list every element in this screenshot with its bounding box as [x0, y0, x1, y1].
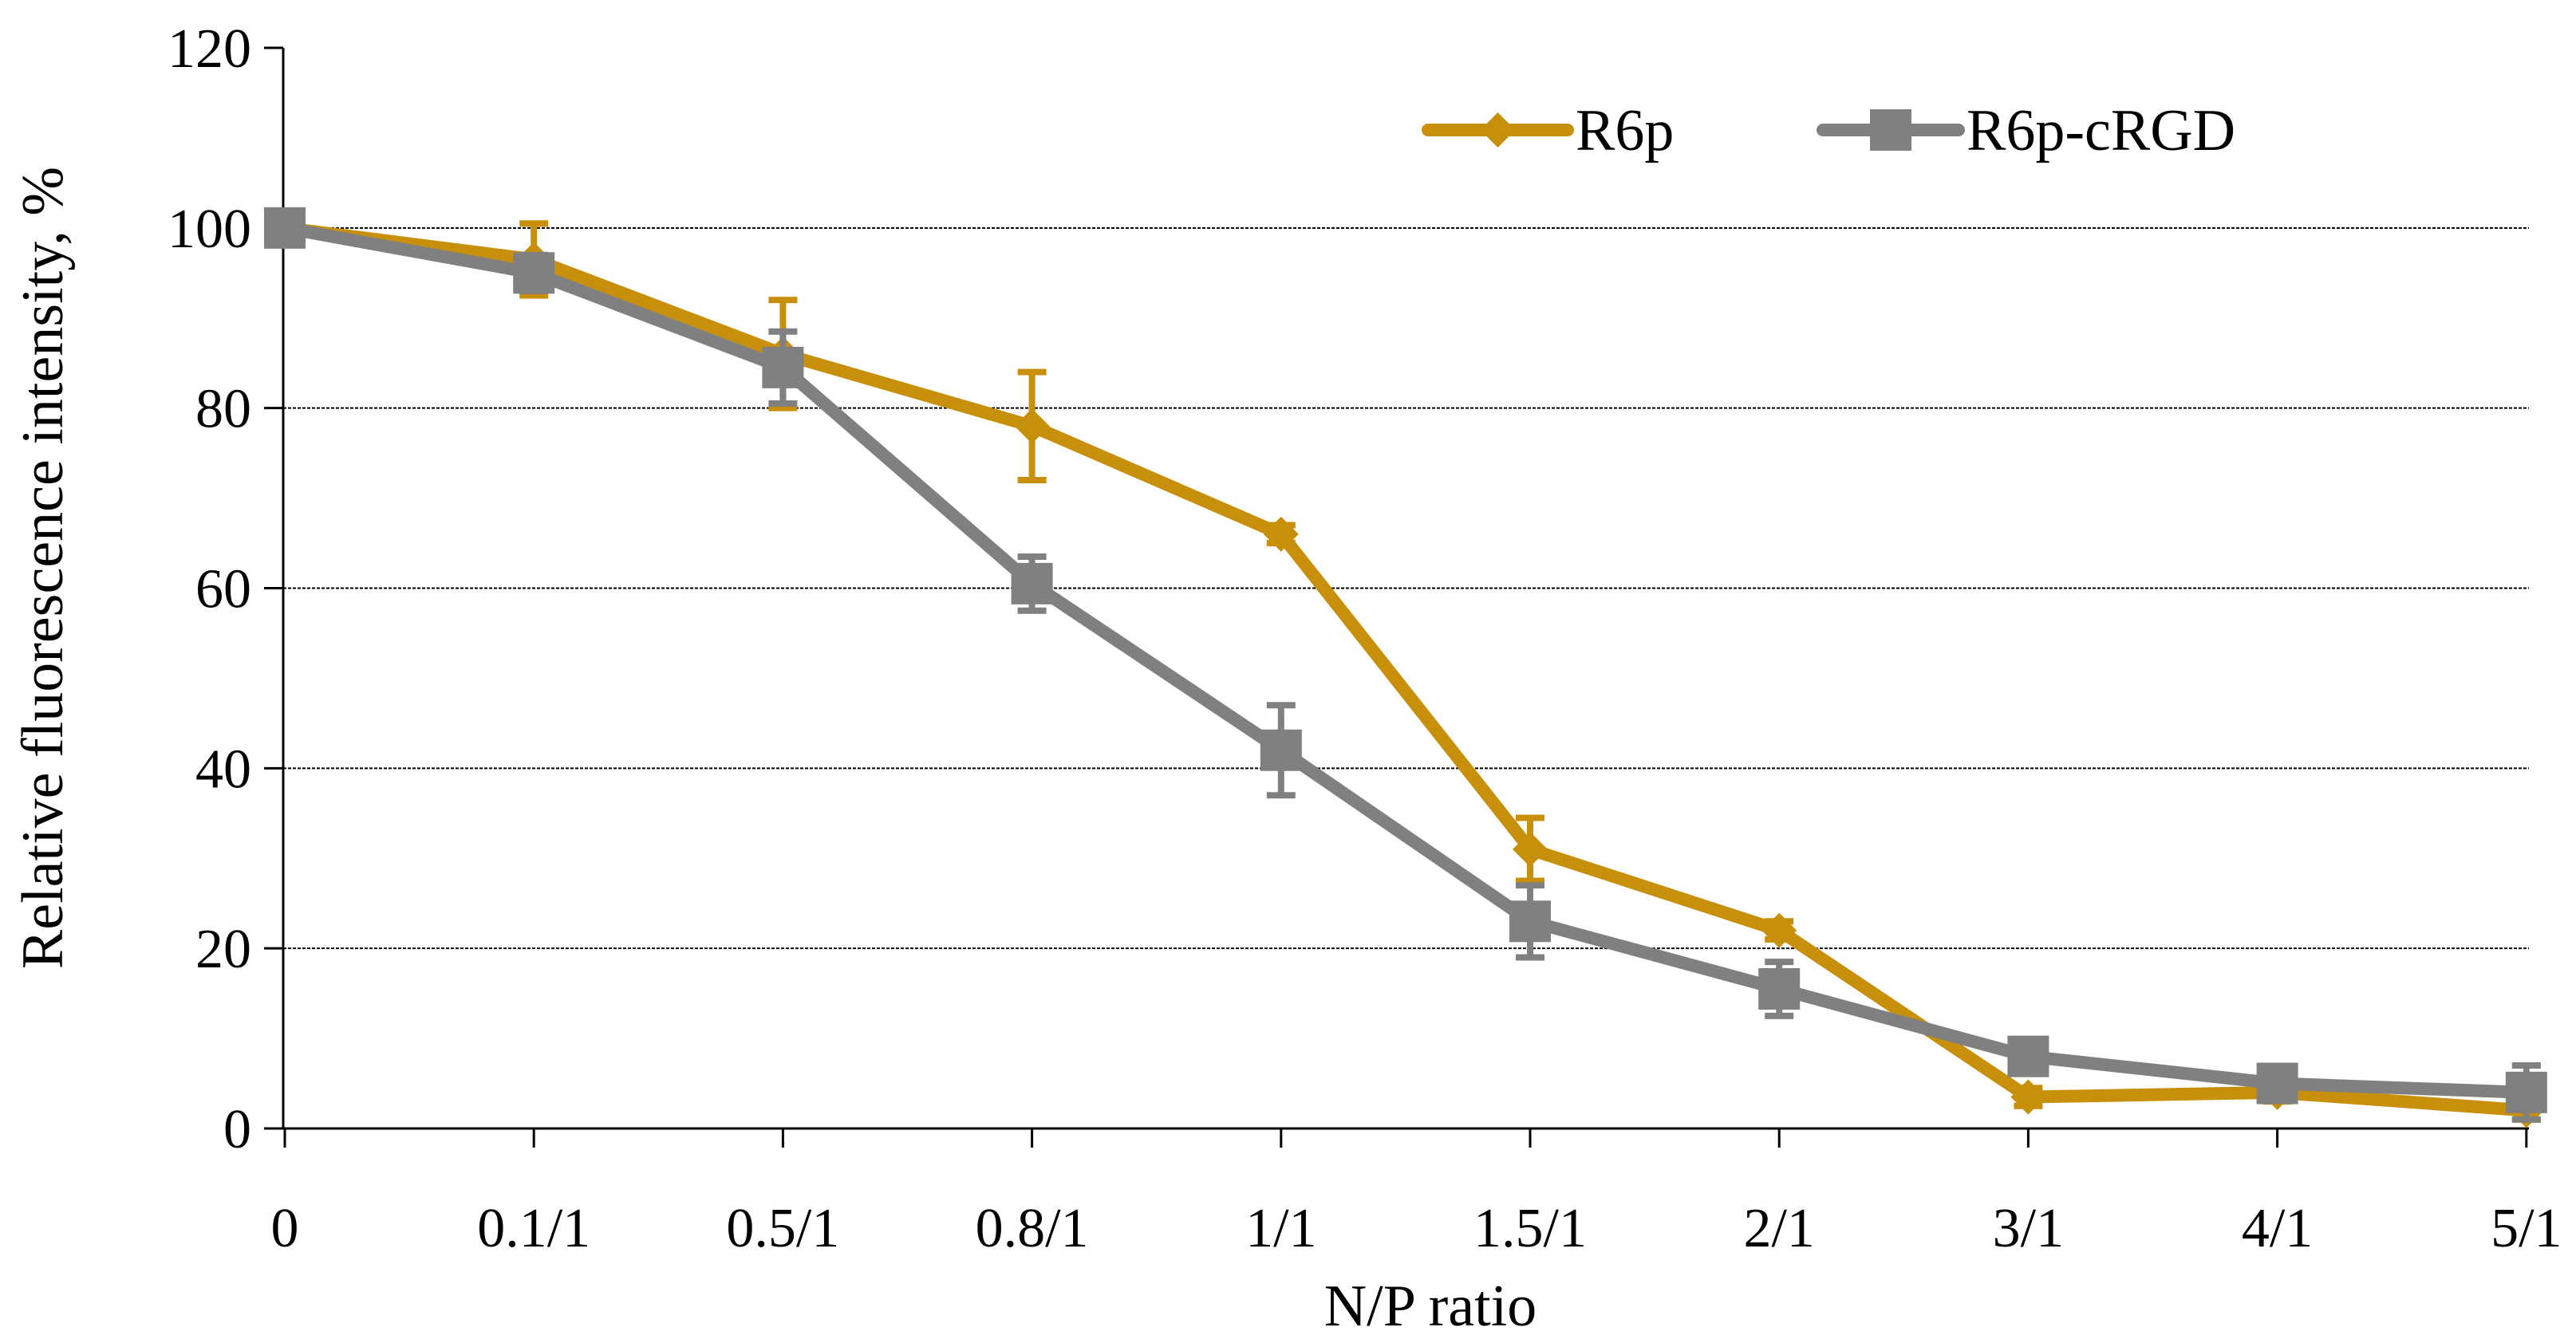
data-point — [2010, 1079, 2046, 1115]
x-tick-label: 1.5/1 — [1473, 1198, 1587, 1259]
data-point — [2505, 1071, 2547, 1113]
x-tick-label: 5/1 — [2491, 1198, 2562, 1259]
data-point — [264, 207, 306, 249]
x-tick-label: 1/1 — [1245, 1198, 1316, 1259]
y-axis-title: Relative fluorescence intensity, % — [10, 167, 76, 969]
x-tick-label: 0 — [271, 1198, 299, 1259]
tick-labels: 0 20 40 60 80 100 120 0 0.1/1 0.5/1 0.8/1 1/1 1.5/1 2… — [168, 18, 2562, 1259]
y-tick-label: 120 — [168, 18, 251, 80]
data-point — [1260, 729, 1302, 771]
legend: R6p R6p-cRGD — [1422, 98, 2235, 163]
legend-marker — [1870, 109, 1911, 151]
y-tick-label: 40 — [195, 738, 251, 800]
axes — [264, 46, 2529, 1148]
y-tick-label: 100 — [168, 199, 251, 260]
y-tick-label: 20 — [195, 919, 251, 980]
series-r6p-crgd — [264, 207, 2547, 1123]
data-point — [1758, 967, 1801, 1010]
data-point — [513, 252, 555, 294]
data-point — [1011, 562, 1053, 605]
series-lines — [264, 207, 2547, 1128]
data-point — [1509, 900, 1551, 943]
series-line — [278, 221, 2533, 1117]
legend-label: R6p-cRGD — [1967, 98, 2235, 163]
x-tick-label: 0.8/1 — [976, 1198, 1089, 1259]
legend-item: R6p-cRGD — [1817, 98, 2235, 163]
x-axis-title: N/P ratio — [1324, 1274, 1537, 1339]
legend-item: R6p — [1422, 98, 1674, 163]
y-tick-label: 0 — [223, 1099, 251, 1160]
x-tick-label: 3/1 — [1993, 1198, 2064, 1259]
x-tick-label: 0.5/1 — [726, 1198, 839, 1259]
y-tick-label: 80 — [195, 379, 251, 440]
series-r6p — [267, 210, 2544, 1128]
data-point — [1263, 516, 1299, 552]
data-point — [2007, 1035, 2049, 1077]
data-point — [1761, 912, 1797, 948]
x-tick-label: 0.1/1 — [477, 1198, 590, 1259]
y-tick-label: 60 — [195, 559, 251, 620]
gridlines — [283, 226, 2529, 950]
data-point — [1513, 831, 1548, 867]
x-tick-label: 2/1 — [1743, 1198, 1814, 1259]
data-point — [762, 346, 804, 388]
data-point — [1014, 408, 1050, 444]
x-tick-label: 4/1 — [2242, 1198, 2313, 1259]
legend-marker — [1480, 112, 1516, 148]
series-line — [278, 221, 2533, 1099]
data-point — [2256, 1062, 2298, 1105]
legend-label: R6p — [1576, 98, 1674, 163]
